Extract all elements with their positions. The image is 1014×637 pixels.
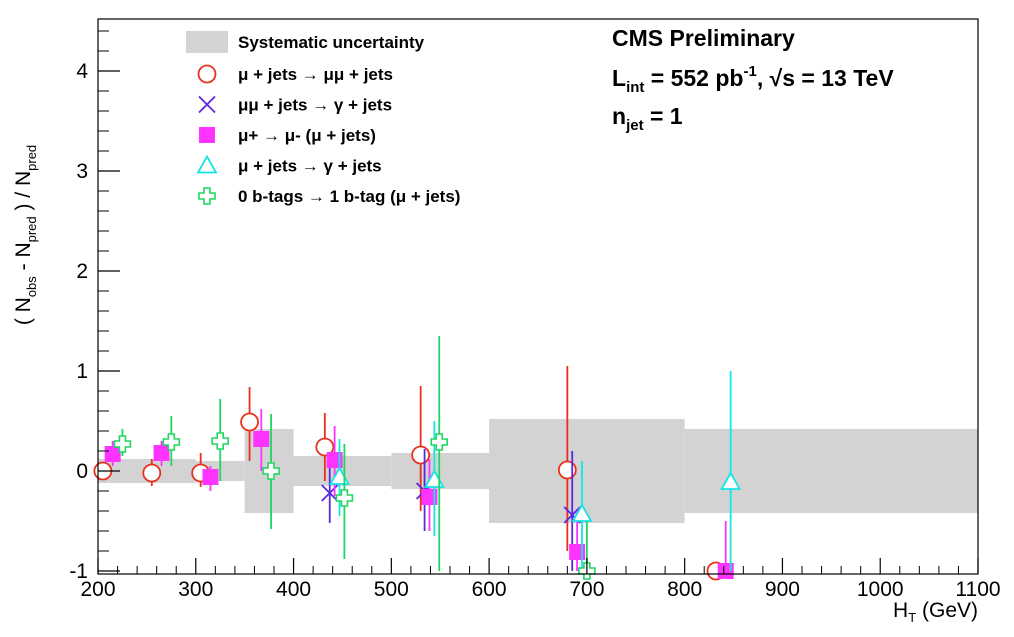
lumi-label: Lint = 552 pb-1, √s = 13 TeV: [612, 63, 894, 96]
legend-label: μ + jets → μμ + jets: [238, 65, 393, 84]
legend-entry: μ + jets → γ + jets: [196, 154, 382, 176]
x-tick-label: 1100: [955, 578, 1000, 601]
marker-cross: [198, 95, 216, 114]
marker-plus: [262, 462, 280, 480]
marker-plus: [335, 489, 354, 507]
systematic-band-bin: [342, 456, 392, 486]
systematic-band-bin: [684, 429, 978, 513]
y-tick-label: 2: [76, 260, 88, 283]
x-axis-title: HT (GeV): [893, 599, 978, 625]
legend: Systematic uncertainty μ + jets → μμ + j…: [186, 31, 460, 206]
series-circle: [93, 366, 726, 581]
legend-entry: μ + jets → μμ + jets: [197, 64, 393, 84]
systematic-band: [98, 419, 978, 523]
marker-circle: [197, 64, 217, 84]
legend-entry: μ+ → μ- (μ + jets): [199, 126, 376, 145]
x-tick-label: 1000: [857, 578, 904, 601]
y-tick-label: -1: [69, 560, 88, 583]
x-tick-label: 300: [178, 578, 213, 601]
marker-circle: [411, 445, 431, 465]
y-axis-title: ( Nobs - Npred ) / Npred: [12, 145, 39, 325]
marker-square: [153, 445, 170, 461]
legend-entry: μμ + jets → γ + jets: [198, 95, 392, 115]
marker-square: [253, 431, 270, 447]
marker-circle: [142, 463, 162, 483]
marker-plus: [113, 435, 132, 453]
systematic-band-bin: [489, 419, 685, 523]
marker-circle: [557, 460, 577, 480]
cms-label: CMS Preliminary: [612, 25, 795, 51]
marker-plus: [211, 432, 230, 450]
y-tick-label: 0: [76, 460, 88, 483]
marker-plus: [162, 433, 181, 451]
marker-circle: [240, 412, 259, 432]
marker-square: [104, 446, 121, 462]
y-tick-label: 3: [76, 160, 88, 183]
marker-square: [199, 127, 215, 143]
y-tick-label: 1: [76, 360, 88, 383]
x-tick-label: 800: [667, 578, 702, 601]
marker-triangle: [571, 503, 593, 522]
marker-plus: [430, 433, 449, 451]
marker-triangle: [196, 154, 218, 174]
legend-label: μμ + jets → γ + jets: [238, 96, 392, 115]
plot-frame: [97, 18, 979, 575]
legend-label: 0 b-tags → 1 b-tag (μ + jets): [238, 187, 460, 206]
legend-label: μ+ → μ- (μ + jets): [238, 126, 376, 145]
x-tick-label: 700: [569, 578, 604, 601]
legend-label: μ + jets → γ + jets: [238, 157, 382, 176]
legend-entry: 0 b-tags → 1 b-tag (μ + jets): [198, 187, 460, 206]
systematic-band-bin: [440, 453, 490, 489]
njet-label: njet = 1: [612, 103, 683, 134]
data-points: [93, 336, 742, 581]
x-tick-label: 200: [80, 578, 115, 601]
x-tick-label: 900: [765, 578, 800, 601]
axis-ticks: 200 300 400 500 600 700 800 900 1000 1100 -1 0 1 2 3 4: [69, 30, 1001, 601]
y-tick-label: 4: [76, 60, 88, 83]
marker-triangle: [720, 471, 742, 490]
x-tick-label: 600: [472, 578, 507, 601]
x-tick-label: 500: [374, 578, 409, 601]
series-plus: [113, 336, 596, 580]
marker-plus: [198, 187, 216, 205]
legend-label-band: Systematic uncertainty: [238, 33, 425, 52]
x-tick-label: 400: [276, 578, 311, 601]
marker-square: [202, 469, 219, 485]
legend-band-swatch: [186, 31, 228, 53]
marker-circle: [315, 437, 335, 457]
